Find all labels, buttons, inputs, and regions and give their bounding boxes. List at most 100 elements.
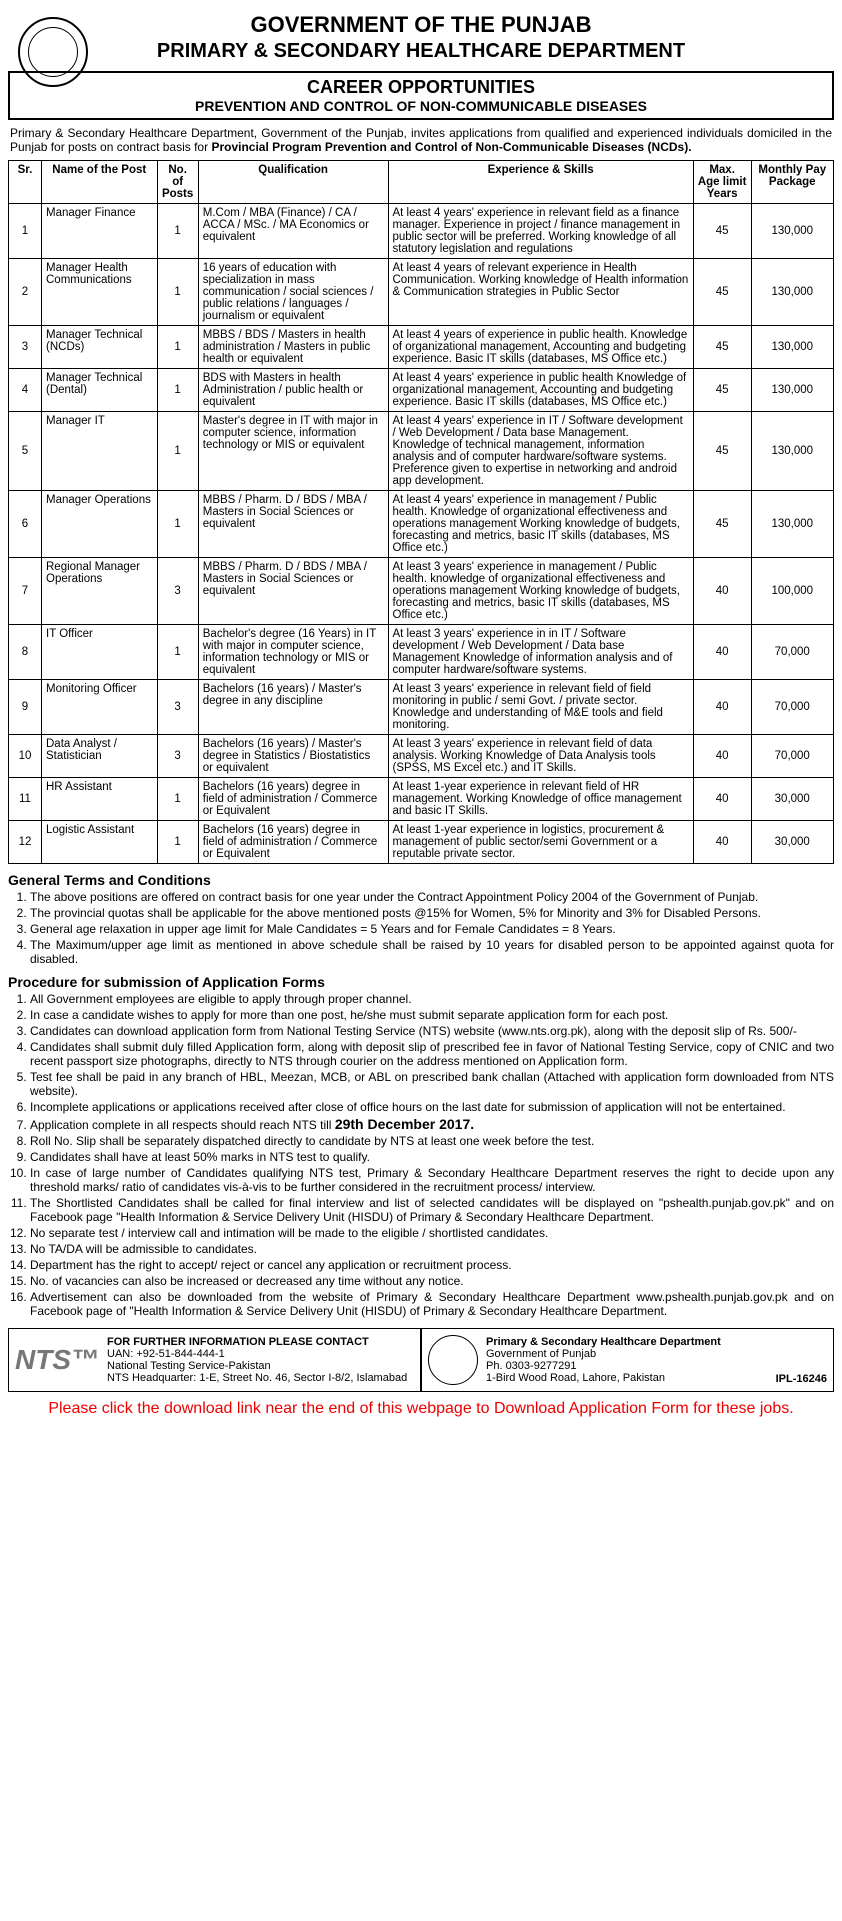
- procedure-item: No TA/DA will be admissible to candidate…: [30, 1242, 834, 1256]
- table-cell: 5: [9, 412, 42, 491]
- table-cell: 130,000: [751, 259, 834, 326]
- table-cell: 1: [157, 369, 198, 412]
- table-cell: 7: [9, 558, 42, 625]
- table-row: 11HR Assistant1Bachelors (16 years) degr…: [9, 778, 834, 821]
- subhead-box: CAREER OPPORTUNITIES PREVENTION AND CONT…: [8, 71, 834, 120]
- table-cell: 45: [693, 491, 751, 558]
- ipl-code: IPL-16246: [776, 1373, 827, 1385]
- table-cell: 1: [157, 821, 198, 864]
- table-cell: BDS with Masters in health Administratio…: [198, 369, 388, 412]
- table-cell: Bachelors (16 years) / Master's degree i…: [198, 680, 388, 735]
- table-cell: M.Com / MBA (Finance) / CA / ACCA / MSc.…: [198, 204, 388, 259]
- table-cell: At least 4 years' experience in IT / Sof…: [388, 412, 693, 491]
- table-cell: Manager IT: [42, 412, 158, 491]
- procedure-item: In case a candidate wishes to apply for …: [30, 1008, 834, 1022]
- table-cell: Regional Manager Operations: [42, 558, 158, 625]
- col-header: Max. Age limit Years: [693, 161, 751, 204]
- procedure-item: All Government employees are eligible to…: [30, 992, 834, 1006]
- table-cell: Monitoring Officer: [42, 680, 158, 735]
- table-cell: 45: [693, 204, 751, 259]
- col-header: No. of Posts: [157, 161, 198, 204]
- table-cell: 45: [693, 412, 751, 491]
- table-cell: At least 3 years' experience in in IT / …: [388, 625, 693, 680]
- footer-right: Primary & Secondary Healthcare Departmen…: [421, 1328, 834, 1392]
- table-cell: Bachelors (16 years) degree in field of …: [198, 778, 388, 821]
- table-cell: 1: [9, 204, 42, 259]
- table-cell: 45: [693, 326, 751, 369]
- page-header: GOVERNMENT OF THE PUNJAB PRIMARY & SECON…: [8, 12, 834, 120]
- table-cell: 45: [693, 369, 751, 412]
- table-cell: MBBS / BDS / Masters in health administr…: [198, 326, 388, 369]
- table-row: 6Manager Operations1MBBS / Pharm. D / BD…: [9, 491, 834, 558]
- table-cell: 130,000: [751, 204, 834, 259]
- table-cell: 70,000: [751, 735, 834, 778]
- table-row: 8IT Officer1Bachelor's degree (16 Years)…: [9, 625, 834, 680]
- footer-right-title: Primary & Secondary Healthcare Departmen…: [486, 1336, 768, 1348]
- table-cell: Manager Health Communications: [42, 259, 158, 326]
- col-header: Monthly Pay Package: [751, 161, 834, 204]
- procedure-item: Test fee shall be paid in any branch of …: [30, 1070, 834, 1098]
- table-cell: 130,000: [751, 491, 834, 558]
- table-cell: Logistic Assistant: [42, 821, 158, 864]
- table-cell: 40: [693, 778, 751, 821]
- table-row: 1Manager Finance1M.Com / MBA (Finance) /…: [9, 204, 834, 259]
- table-cell: 8: [9, 625, 42, 680]
- table-cell: Bachelors (16 years) / Master's degree i…: [198, 735, 388, 778]
- table-cell: 40: [693, 735, 751, 778]
- dept-name: PRIMARY & SECONDARY HEALTHCARE DEPARTMEN…: [8, 40, 834, 63]
- table-cell: 3: [9, 326, 42, 369]
- procedure-item: Incomplete applications or applications …: [30, 1100, 834, 1114]
- terms-list: The above positions are offered on contr…: [30, 890, 834, 966]
- footer-left: NTS™ FOR FURTHER INFORMATION PLEASE CONT…: [8, 1328, 421, 1392]
- procedure-item: Roll No. Slip shall be separately dispat…: [30, 1134, 834, 1148]
- table-row: 2Manager Health Communications116 years …: [9, 259, 834, 326]
- table-cell: At least 4 years of experience in public…: [388, 326, 693, 369]
- table-cell: At least 4 years' experience in relevant…: [388, 204, 693, 259]
- procedure-item: Application complete in all respects sho…: [30, 1116, 834, 1132]
- table-cell: 3: [157, 680, 198, 735]
- table-row: 5Manager IT1Master's degree in IT with m…: [9, 412, 834, 491]
- table-cell: 40: [693, 680, 751, 735]
- terms-item: The Maximum/upper age limit as mentioned…: [30, 938, 834, 966]
- table-cell: 40: [693, 558, 751, 625]
- table-cell: 3: [157, 735, 198, 778]
- intro-bold: Provincial Program Prevention and Contro…: [211, 140, 691, 154]
- intro-text: Primary & Secondary Healthcare Departmen…: [10, 126, 832, 154]
- table-cell: 1: [157, 326, 198, 369]
- procedure-list: All Government employees are eligible to…: [30, 992, 834, 1318]
- table-cell: 11: [9, 778, 42, 821]
- table-cell: Data Analyst / Statistician: [42, 735, 158, 778]
- procedure-item: Candidates can download application form…: [30, 1024, 834, 1038]
- procedure-item: No separate test / interview call and in…: [30, 1226, 834, 1240]
- table-cell: 130,000: [751, 326, 834, 369]
- procedure-item: Advertisement can also be downloaded fro…: [30, 1290, 834, 1318]
- table-cell: At least 4 years' experience in manageme…: [388, 491, 693, 558]
- table-cell: 1: [157, 412, 198, 491]
- table-cell: 10: [9, 735, 42, 778]
- col-header: Qualification: [198, 161, 388, 204]
- table-cell: At least 3 years' experience in manageme…: [388, 558, 693, 625]
- table-cell: At least 3 years' experience in relevant…: [388, 680, 693, 735]
- procedure-item: The Shortlisted Candidates shall be call…: [30, 1196, 834, 1224]
- table-cell: Bachelors (16 years) degree in field of …: [198, 821, 388, 864]
- table-cell: Manager Operations: [42, 491, 158, 558]
- table-cell: 4: [9, 369, 42, 412]
- table-row: 10Data Analyst / Statistician3Bachelors …: [9, 735, 834, 778]
- table-cell: 6: [9, 491, 42, 558]
- table-cell: 130,000: [751, 369, 834, 412]
- org-name: GOVERNMENT OF THE PUNJAB: [8, 12, 834, 38]
- col-header: Sr.: [9, 161, 42, 204]
- table-cell: 40: [693, 625, 751, 680]
- table-row: 9Monitoring Officer3Bachelors (16 years)…: [9, 680, 834, 735]
- table-cell: 1: [157, 625, 198, 680]
- table-cell: 70,000: [751, 680, 834, 735]
- table-cell: 1: [157, 778, 198, 821]
- table-cell: 70,000: [751, 625, 834, 680]
- terms-title: General Terms and Conditions: [8, 872, 834, 888]
- table-cell: 130,000: [751, 412, 834, 491]
- procedure-item: Department has the right to accept/ reje…: [30, 1258, 834, 1272]
- table-row: 3Manager Technical (NCDs)1MBBS / BDS / M…: [9, 326, 834, 369]
- table-cell: 45: [693, 259, 751, 326]
- table-row: 4Manager Technical (Dental)1BDS with Mas…: [9, 369, 834, 412]
- footer-left-title: FOR FURTHER INFORMATION PLEASE CONTACT: [107, 1336, 407, 1348]
